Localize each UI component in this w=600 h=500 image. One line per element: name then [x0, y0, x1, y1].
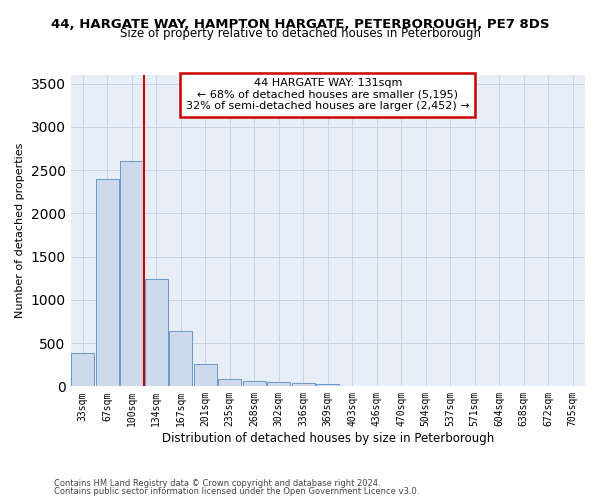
Bar [120, 162, 143, 386]
Bar [267, 382, 290, 386]
X-axis label: Distribution of detached houses by size in Peterborough: Distribution of detached houses by size … [161, 432, 494, 445]
Text: Size of property relative to detached houses in Peterborough: Size of property relative to detached ho… [119, 28, 481, 40]
Bar [145, 279, 168, 386]
Bar [218, 378, 241, 386]
Bar [71, 352, 94, 386]
Y-axis label: Number of detached properties: Number of detached properties [15, 143, 25, 318]
Text: Contains public sector information licensed under the Open Government Licence v3: Contains public sector information licen… [54, 487, 419, 496]
Bar [194, 364, 217, 386]
Bar [316, 384, 340, 386]
Bar [292, 383, 315, 386]
Bar [169, 331, 193, 386]
Bar [242, 381, 266, 386]
Text: 44 HARGATE WAY: 131sqm
← 68% of detached houses are smaller (5,195)
32% of semi-: 44 HARGATE WAY: 131sqm ← 68% of detached… [186, 78, 470, 112]
Text: 44, HARGATE WAY, HAMPTON HARGATE, PETERBOROUGH, PE7 8DS: 44, HARGATE WAY, HAMPTON HARGATE, PETERB… [51, 18, 549, 30]
Bar [95, 179, 119, 386]
Text: Contains HM Land Registry data © Crown copyright and database right 2024.: Contains HM Land Registry data © Crown c… [54, 478, 380, 488]
